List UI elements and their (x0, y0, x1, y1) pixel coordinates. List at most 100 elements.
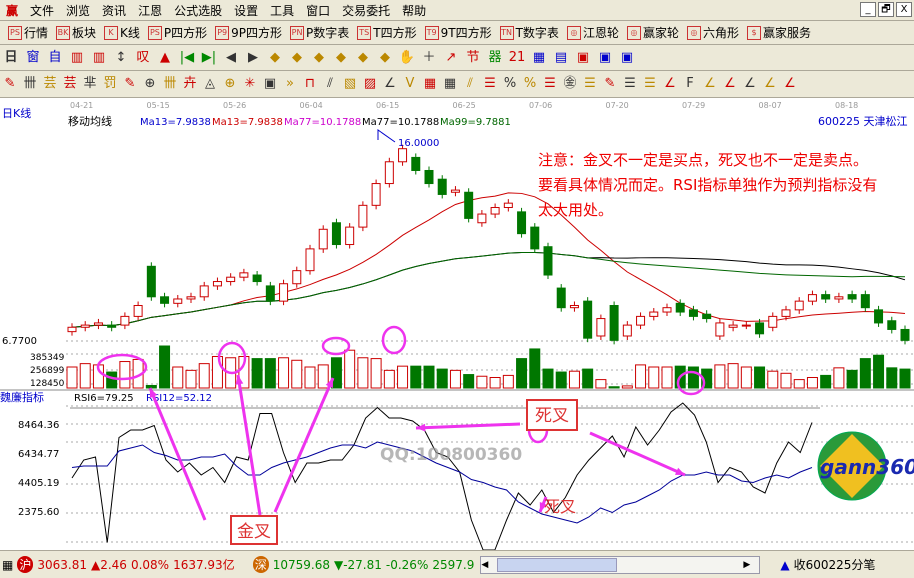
drawing-tool-icon[interactable]: ☰ (644, 76, 656, 91)
drawing-tool-icon[interactable]: ▨ (363, 76, 377, 91)
drawing-tool-icon[interactable]: 芸 (43, 76, 57, 91)
tool-icon[interactable]: ↕ (115, 49, 127, 65)
drawing-tool-icon[interactable]: ▣ (263, 76, 277, 91)
menu-item[interactable]: 资讯 (102, 3, 127, 18)
menu-item[interactable]: 江恩 (138, 3, 163, 18)
tool-icon[interactable]: ◀ (226, 49, 236, 65)
drawing-tool-icon[interactable]: ⊕ (144, 76, 156, 91)
tool-icon[interactable]: |◀ (179, 49, 195, 65)
drawing-tool-icon[interactable]: ∠ (384, 76, 396, 91)
drawing-tool-icon[interactable]: ∠ (764, 76, 776, 91)
drawing-tool-icon[interactable]: ✎ (124, 76, 136, 91)
tool-icon[interactable]: ◆ (292, 49, 302, 65)
toolbar-button[interactable]: PS 行情 (8, 24, 48, 41)
drawing-tool-icon[interactable]: 芸 (63, 76, 77, 91)
drawing-tool-icon[interactable]: ⫽ (327, 76, 333, 91)
tool-icon[interactable]: ▣ (576, 49, 590, 65)
drawing-tool-icon[interactable]: ☰ (484, 76, 496, 91)
tick-detail-link[interactable]: 收600225分笔 (793, 558, 876, 572)
kline-chart[interactable]: 日K线 04-21 05-15 05-26 06-04 06-15 06-25 07-06 07… (0, 98, 914, 572)
tool-icon[interactable]: ▶| (201, 49, 217, 65)
drawing-tool-icon[interactable]: ⊕ (224, 76, 236, 91)
menu-item[interactable]: 设置 (234, 3, 259, 18)
period-select[interactable]: 日 (4, 49, 18, 65)
drawing-tool-icon[interactable]: 卉 (183, 76, 197, 91)
tool-icon[interactable]: ↗ (445, 49, 457, 65)
toolbar-button[interactable]: ◎ 江恩轮 (566, 24, 619, 41)
tool-icon[interactable]: 叹 (136, 49, 150, 65)
tool-icon[interactable]: 21 (508, 49, 526, 65)
toolbar-button[interactable]: PN P数字表 (290, 24, 349, 41)
tool-icon[interactable]: ▶ (248, 49, 258, 65)
toolbar-button[interactable]: ◎ 六角形 (686, 24, 739, 41)
drawing-tool-icon[interactable]: ✎ (4, 76, 16, 91)
tool-icon[interactable]: ▣ (598, 49, 612, 65)
toolbar-button[interactable]: K K线 (104, 24, 140, 41)
drawing-tool-icon[interactable]: F (686, 76, 694, 91)
toolbar-button[interactable]: T9 9T四方形 (424, 24, 492, 41)
high-marker (377, 129, 396, 143)
drawing-tool-icon[interactable]: 芈 (83, 76, 97, 91)
drawing-tool-icon[interactable]: ✳ (244, 76, 256, 91)
tool-icon[interactable]: 自 (48, 49, 62, 65)
drawing-tool-icon[interactable]: ☰ (544, 76, 556, 91)
drawing-tool-icon[interactable]: ∠ (704, 76, 716, 91)
toolbar-label: 9T四方形 (440, 26, 492, 40)
toolbar-button[interactable]: BK 板块 (56, 24, 96, 41)
drawing-tool-icon[interactable]: ∠ (784, 76, 796, 91)
drawing-tool-icon[interactable]: ◬ (205, 76, 215, 91)
drawing-tool-icon[interactable]: ∠ (664, 76, 676, 91)
menu-item[interactable]: 浏览 (66, 3, 91, 18)
horizontal-scrollbar[interactable]: ◀ ▶ (480, 555, 761, 574)
tool-icon[interactable]: ◆ (314, 49, 324, 65)
drawing-tool-icon[interactable]: 卌 (163, 76, 177, 91)
minimize-button[interactable]: _ (860, 2, 876, 17)
drawing-tool-icon[interactable]: ㊎ (563, 76, 577, 91)
tool-icon[interactable]: 节 (466, 49, 480, 65)
drawing-tool-icon[interactable]: ⫽ (467, 76, 473, 91)
tool-icon[interactable]: ▥ (70, 49, 84, 65)
drawing-tool-icon[interactable]: ✎ (604, 76, 616, 91)
tool-icon[interactable]: ✋ (398, 49, 416, 65)
toolbar-button[interactable]: P9 9P四方形 (215, 24, 282, 41)
tool-icon[interactable]: ▤ (554, 49, 568, 65)
tool-icon[interactable]: ▦ (532, 49, 546, 65)
toolbar-button[interactable]: TS T四方形 (357, 24, 417, 41)
close-button[interactable]: X (896, 2, 912, 17)
menu-item[interactable]: 文件 (30, 3, 55, 18)
tool-icon[interactable]: ▣ (620, 49, 634, 65)
tool-icon[interactable]: ◆ (358, 49, 368, 65)
tool-icon[interactable]: ◆ (270, 49, 280, 65)
drawing-tool-icon[interactable]: % (503, 76, 517, 91)
drawing-tool-icon[interactable]: 罚 (103, 76, 117, 91)
drawing-tool-icon[interactable]: » (286, 76, 294, 91)
drawing-tool-icon[interactable]: ▧ (343, 76, 357, 91)
tool-icon[interactable]: ◆ (336, 49, 346, 65)
tool-icon[interactable]: ▲ (160, 49, 170, 65)
drawing-tool-icon[interactable]: ▦ (423, 76, 437, 91)
toolbar-button[interactable]: $ 赢家服务 (746, 24, 811, 41)
drawing-tool-icon[interactable]: ∠ (744, 76, 756, 91)
restore-button[interactable]: 🗗 (878, 2, 894, 17)
drawing-tool-icon[interactable]: ▦ (443, 76, 457, 91)
menu-item[interactable]: 公式选股 (174, 3, 223, 18)
toolbar-button[interactable]: PS P四方形 (147, 24, 207, 41)
toolbar-button[interactable]: TN T数字表 (499, 24, 559, 41)
toolbar-button[interactable]: ◎ 赢家轮 (626, 24, 679, 41)
drawing-tool-icon[interactable]: % (523, 76, 537, 91)
menu-item[interactable]: 窗口 (306, 3, 331, 18)
drawing-tool-icon[interactable]: 卌 (23, 76, 37, 91)
tool-icon[interactable]: ＋ (422, 49, 436, 65)
tool-icon[interactable]: ◆ (380, 49, 390, 65)
drawing-tool-icon[interactable]: ∠ (724, 76, 736, 91)
drawing-tool-icon[interactable]: ⊓ (304, 76, 316, 91)
drawing-tool-icon[interactable]: ☰ (624, 76, 636, 91)
menu-item[interactable]: 交易委托 (342, 3, 391, 18)
tool-icon[interactable]: ▥ (92, 49, 106, 65)
drawing-tool-icon[interactable]: V (405, 76, 415, 91)
menu-item[interactable]: 工具 (270, 3, 295, 18)
menu-item[interactable]: 帮助 (402, 3, 427, 18)
tool-icon[interactable]: 窗 (26, 49, 40, 65)
drawing-tool-icon[interactable]: ☰ (584, 76, 596, 91)
tool-icon[interactable]: 器 (488, 49, 502, 65)
